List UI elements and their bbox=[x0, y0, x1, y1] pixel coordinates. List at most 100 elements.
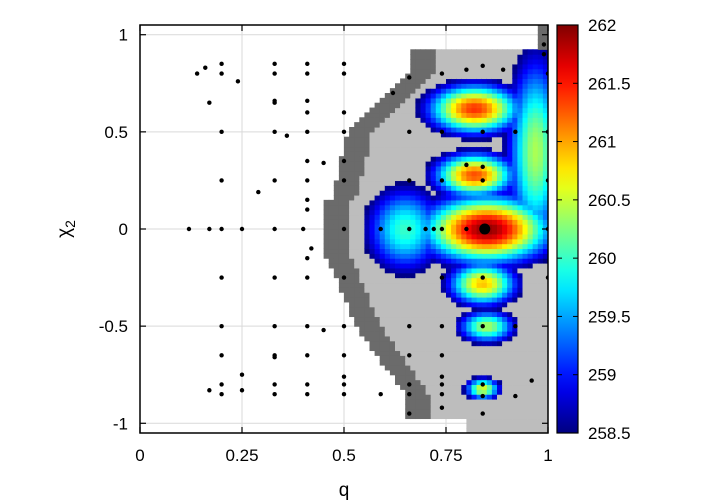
sample-point-72 bbox=[341, 275, 347, 280]
heatmap-cell bbox=[486, 63, 493, 70]
heatmap-cell bbox=[476, 287, 483, 293]
heatmap-cell bbox=[522, 287, 529, 293]
heatmap-cell bbox=[476, 122, 483, 128]
heatmap-cell bbox=[354, 131, 360, 138]
heatmap-cell bbox=[440, 243, 447, 250]
heatmap-cell bbox=[517, 185, 524, 191]
sample-point-0 bbox=[194, 71, 200, 76]
heatmap-cell bbox=[415, 54, 422, 60]
heatmap-cell bbox=[461, 49, 467, 55]
heatmap-cell bbox=[502, 403, 508, 410]
heatmap-cell bbox=[349, 190, 355, 196]
heatmap-cell bbox=[456, 224, 462, 230]
heatmap-cell bbox=[359, 233, 365, 240]
heatmap-cell bbox=[349, 180, 355, 186]
heatmap-cell bbox=[497, 224, 503, 230]
heatmap-cell bbox=[466, 83, 473, 89]
heatmap-cell bbox=[384, 102, 391, 109]
heatmap-cell bbox=[446, 229, 452, 235]
heatmap-cell bbox=[430, 408, 437, 415]
heatmap-cell bbox=[446, 355, 452, 361]
heatmap-cell bbox=[364, 180, 371, 186]
heatmap-cell bbox=[507, 112, 513, 118]
heatmap-cell bbox=[395, 258, 401, 264]
heatmap-cell bbox=[456, 267, 462, 274]
heatmap-cell bbox=[497, 272, 503, 279]
heatmap-cell bbox=[410, 311, 416, 318]
heatmap-cell bbox=[497, 175, 503, 182]
heatmap-cell bbox=[542, 34, 548, 41]
heatmap-cell bbox=[344, 233, 350, 240]
heatmap-cell bbox=[522, 301, 529, 308]
heatmap-cell bbox=[476, 195, 483, 201]
heatmap-cell bbox=[420, 122, 427, 128]
heatmap-cell bbox=[502, 88, 508, 94]
heatmap-cell bbox=[384, 340, 391, 347]
heatmap-cell bbox=[344, 253, 350, 259]
heatmap-cell bbox=[410, 229, 416, 235]
heatmap-cell bbox=[379, 282, 386, 288]
heatmap-cell bbox=[354, 204, 360, 211]
heatmap-cell bbox=[537, 263, 544, 269]
heatmap-cell bbox=[374, 331, 381, 337]
heatmap-cell bbox=[456, 277, 462, 284]
heatmap-cell bbox=[435, 360, 442, 366]
heatmap-cell bbox=[410, 316, 416, 322]
heatmap-cell bbox=[517, 93, 524, 99]
heatmap-cell bbox=[542, 199, 548, 206]
heatmap-cell bbox=[430, 107, 437, 114]
heatmap-cell bbox=[435, 287, 442, 293]
heatmap-cell bbox=[542, 68, 548, 75]
heatmap-cell bbox=[430, 156, 437, 162]
heatmap-cell bbox=[425, 282, 432, 288]
heatmap-cell bbox=[446, 122, 452, 128]
heatmap-cell bbox=[517, 408, 524, 415]
heatmap-cell bbox=[517, 287, 524, 293]
heatmap-cell bbox=[338, 243, 345, 250]
heatmap-cell bbox=[481, 131, 488, 138]
heatmap-cell bbox=[527, 287, 534, 293]
heatmap-cell bbox=[410, 238, 416, 245]
heatmap-cell bbox=[379, 229, 386, 235]
heatmap-cell bbox=[374, 165, 381, 172]
heatmap-cell bbox=[338, 214, 345, 220]
heatmap-cell bbox=[497, 63, 503, 70]
heatmap-cell bbox=[405, 321, 411, 327]
heatmap-cell bbox=[486, 78, 493, 84]
heatmap-cell bbox=[532, 282, 539, 288]
heatmap-cell bbox=[532, 355, 539, 361]
heatmap-cell bbox=[471, 418, 478, 424]
heatmap-cell bbox=[532, 209, 539, 216]
heatmap-cell bbox=[466, 384, 473, 390]
heatmap-cell bbox=[430, 365, 437, 371]
heatmap-cell bbox=[471, 292, 478, 298]
heatmap-cell bbox=[532, 219, 539, 225]
heatmap-cell bbox=[400, 93, 406, 99]
heatmap-cell bbox=[522, 384, 529, 390]
heatmap-cell bbox=[476, 112, 483, 118]
sample-point-51 bbox=[305, 207, 310, 212]
heatmap-cell bbox=[405, 384, 411, 390]
heatmap-cell bbox=[410, 107, 416, 114]
heatmap-cell bbox=[537, 204, 544, 211]
heatmap-cell bbox=[415, 233, 422, 240]
heatmap-cell bbox=[461, 233, 467, 240]
heatmap-cell bbox=[512, 389, 518, 395]
heatmap-cell bbox=[532, 389, 539, 395]
heatmap-cell bbox=[374, 127, 381, 133]
heatmap-cell bbox=[440, 326, 447, 332]
heatmap-cell bbox=[497, 238, 503, 245]
heatmap-cell bbox=[512, 180, 518, 186]
heatmap-cell bbox=[491, 292, 498, 298]
heatmap-cell bbox=[466, 93, 473, 99]
heatmap-cell bbox=[502, 180, 508, 186]
heatmap-cell bbox=[537, 272, 544, 279]
heatmap-cell bbox=[435, 146, 442, 152]
heatmap-cell bbox=[461, 73, 467, 80]
heatmap-cell bbox=[415, 136, 422, 143]
heatmap-cell bbox=[415, 122, 422, 128]
heatmap-cell bbox=[497, 340, 503, 347]
heatmap-cell bbox=[440, 102, 447, 109]
heatmap-cell bbox=[502, 219, 508, 225]
heatmap-cell bbox=[471, 112, 478, 118]
